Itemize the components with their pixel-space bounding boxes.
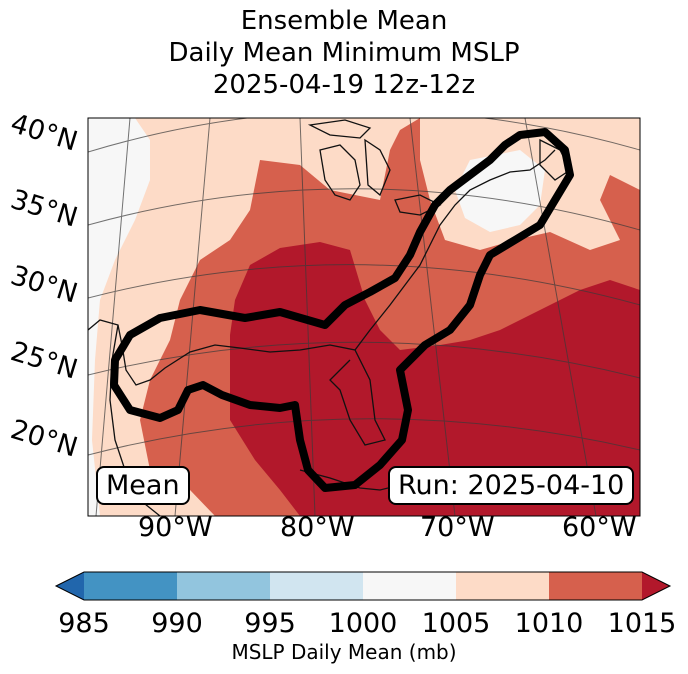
run-date-label: Run: 2025-04-10 [388, 466, 635, 505]
title-line-3: 2025-04-19 12z-12z [212, 70, 476, 100]
title-line-2: Daily Mean Minimum MSLP [168, 38, 520, 68]
colorbar-tick-1005: 1005 [421, 608, 491, 639]
lon-label-90w: 90°W [138, 512, 213, 543]
colorbar-990-995 [177, 572, 270, 600]
colorbar-tick-1010: 1010 [514, 608, 584, 639]
colorbar-1000-1005 [363, 572, 456, 600]
colorbar-1005-1010 [456, 572, 549, 600]
colorbar-tick-1000: 1000 [328, 608, 398, 639]
colorbar-tick-990: 990 [151, 608, 203, 639]
colorbar [54, 571, 672, 601]
colorbar-over-arrow [642, 572, 670, 600]
lon-label-60w: 60°W [562, 512, 637, 543]
colorbar-985-990 [84, 572, 177, 600]
lon-label-80w: 80°W [280, 512, 355, 543]
colorbar-tick-995: 995 [244, 608, 296, 639]
colorbar-995-1000 [270, 572, 363, 600]
title-line-1: Ensemble Mean [240, 6, 448, 36]
map-frame [87, 117, 641, 517]
field-1005-1010 [88, 118, 420, 516]
colorbar-tick-985: 985 [58, 608, 110, 639]
colorbar-under-arrow [56, 572, 84, 600]
contour-line [110, 128, 574, 492]
colorbar-tick-1015: 1015 [607, 608, 677, 639]
mean-label: Mean [96, 466, 190, 505]
colorbar-label: MSLP Daily Mean (mb) [231, 640, 457, 664]
field-1000-1005 [88, 118, 150, 516]
lon-label-70w: 70°W [420, 512, 495, 543]
colorbar-1010-1015 [549, 572, 642, 600]
